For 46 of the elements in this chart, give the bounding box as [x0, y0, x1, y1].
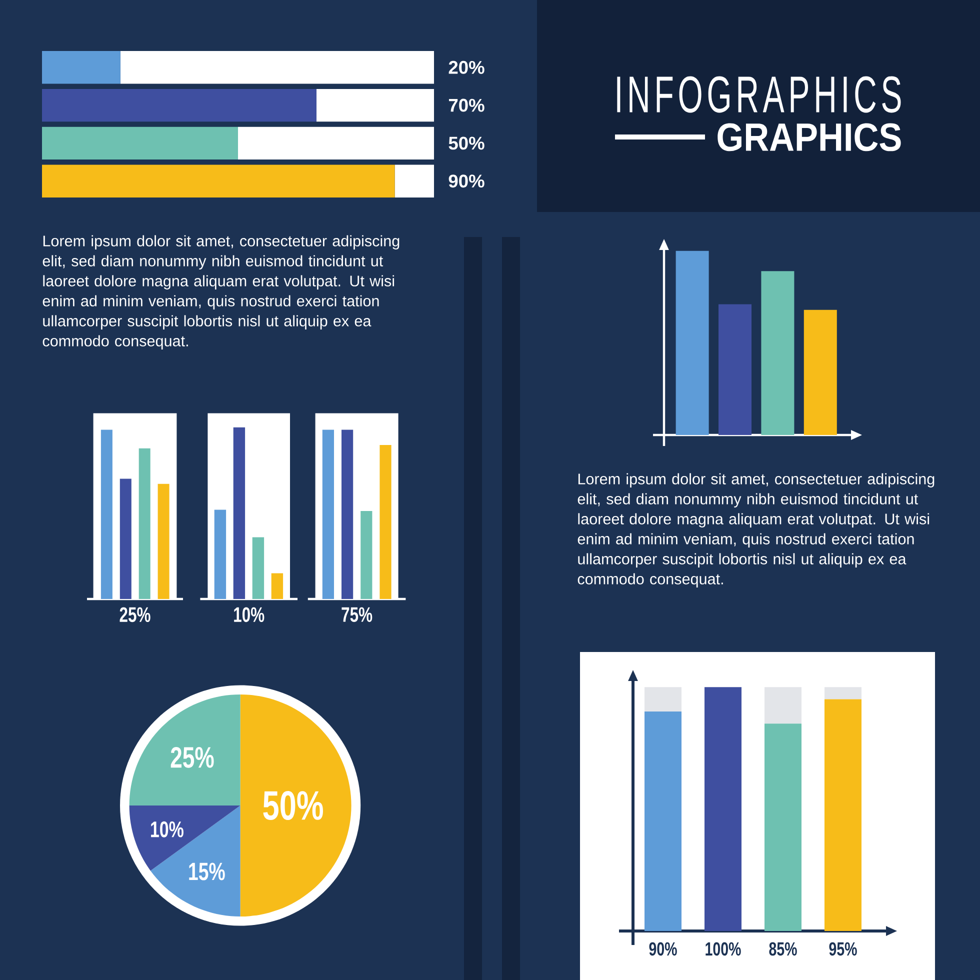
bar — [42, 164, 395, 198]
data-label: 70% — [448, 98, 484, 112]
bar — [761, 271, 794, 435]
data-label: 100% — [706, 942, 741, 956]
data-label: 90% — [649, 942, 677, 956]
data-label: 25% — [170, 746, 214, 768]
bar — [42, 126, 238, 160]
data-label: 90% — [448, 174, 484, 188]
x-axis-title: 10% — [234, 607, 264, 622]
x-axis-title: 25% — [120, 607, 150, 622]
bar — [158, 484, 170, 599]
bar — [42, 88, 316, 122]
bar — [214, 510, 226, 599]
bar — [252, 537, 264, 599]
bar — [120, 478, 132, 599]
bar — [644, 711, 682, 931]
bar — [764, 687, 802, 724]
bar — [238, 126, 434, 160]
bar — [704, 687, 742, 931]
bar — [676, 250, 709, 435]
bar — [804, 310, 837, 435]
text: Lorem ipsum dolor sit amet, consectetuer adipiscing elit, sed diam nonummy nibh euismod tincidunt ut laoreet dolore magna aliquam erat volutpat. Ut wisi enim ad minim veniam, quis nostrud exerci tation ullamcorper suscipit lobortis nisl ut aliquip ex ea commodo consequat. — [578, 473, 934, 588]
bar — [644, 687, 682, 712]
text: Lorem ipsum dolor sit amet, consectetuer adipiscing elit, sed diam nonummy nibh euismod tincidunt ut laoreet dolore magna aliquam erat volutpat. Ut wisi enim ad minim veniam, quis nostrud exerci tation ullamcorper suscipit lobortis nisl ut aliquip ex ea commodo consequat. — [42, 235, 400, 350]
data-label: 85% — [769, 942, 797, 956]
bar — [233, 427, 246, 599]
bar — [824, 699, 862, 931]
bar — [42, 51, 120, 84]
x-axis-title: 75% — [342, 607, 372, 622]
bar — [824, 687, 862, 700]
bar — [394, 164, 434, 198]
bar — [120, 51, 434, 84]
data-label: 10% — [151, 821, 184, 838]
data-label: 50% — [263, 790, 323, 820]
data-label: 20% — [448, 60, 484, 74]
text: INFOGRAPHICS — [617, 76, 901, 113]
bar — [764, 724, 802, 931]
text: GRAPHICS — [718, 123, 901, 152]
data-label: 95% — [829, 942, 857, 956]
data-label: 50% — [448, 136, 484, 150]
bar — [316, 88, 434, 122]
bar — [718, 304, 752, 435]
data-label: 15% — [189, 862, 225, 880]
bar — [138, 448, 150, 599]
bar — [271, 573, 284, 599]
bar — [100, 430, 112, 599]
